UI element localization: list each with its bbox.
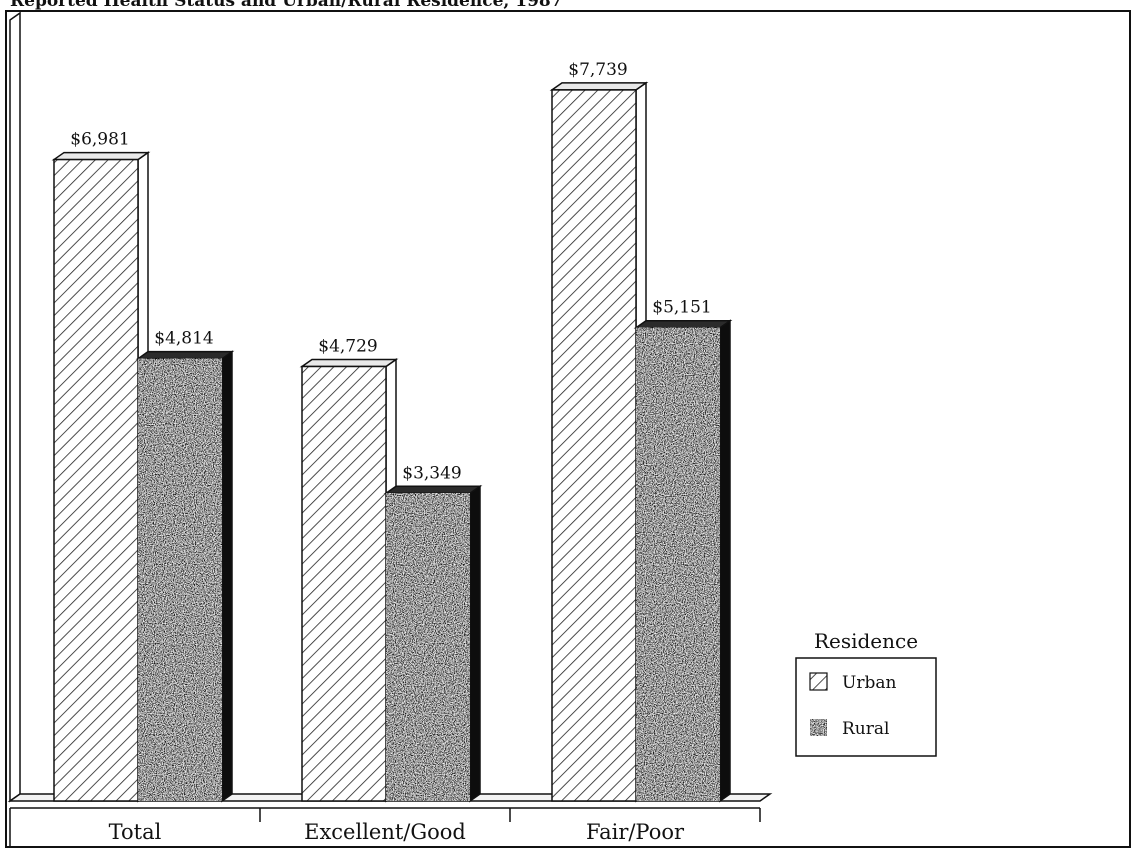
bar-top-rural xyxy=(633,319,733,329)
bars-layer: $6,981 $4,814 $4,729 $3,349 $7,739 $5,151 xyxy=(51,60,733,803)
data-label-urban: $6,981 xyxy=(70,130,129,150)
bar-top-urban xyxy=(299,358,399,368)
legend-swatch-rural xyxy=(809,718,828,737)
legend-label-urban: Urban xyxy=(842,673,896,693)
plot-left-wall xyxy=(9,11,21,803)
bar-urban xyxy=(551,89,637,802)
data-label-rural: $4,814 xyxy=(154,329,213,349)
bar-top-rural xyxy=(135,350,235,360)
data-label-rural: $5,151 xyxy=(652,298,711,318)
bar-side-rural xyxy=(221,350,233,803)
bar-side-rural xyxy=(719,319,731,803)
x-tick-label: Total xyxy=(109,820,162,844)
bar-urban xyxy=(53,158,139,802)
x-tick-label: Excellent/Good xyxy=(304,820,466,844)
legend: Residence Urban Rural xyxy=(795,629,937,757)
legend-title: Residence xyxy=(814,629,918,653)
legend-swatch-urban xyxy=(809,672,828,691)
bar-top-urban xyxy=(51,151,151,161)
bar-top-urban xyxy=(549,82,649,91)
bar-rural xyxy=(385,492,471,802)
plot-frame xyxy=(5,10,1131,848)
bar-rural xyxy=(137,357,223,802)
bar-urban xyxy=(301,365,387,802)
data-label-urban: $7,739 xyxy=(568,60,627,80)
bar-side-rural xyxy=(469,484,481,803)
legend-box xyxy=(795,657,937,757)
bar-rural xyxy=(635,326,721,802)
bar-top-rural xyxy=(383,485,483,495)
data-label-urban: $4,729 xyxy=(318,336,377,356)
chart-title: Reported Health Status and Urban/Rural R… xyxy=(10,0,563,11)
legend-label-rural: Rural xyxy=(842,719,889,739)
x-tick-label: Fair/Poor xyxy=(586,820,685,844)
data-label-rural: $3,349 xyxy=(402,463,461,483)
